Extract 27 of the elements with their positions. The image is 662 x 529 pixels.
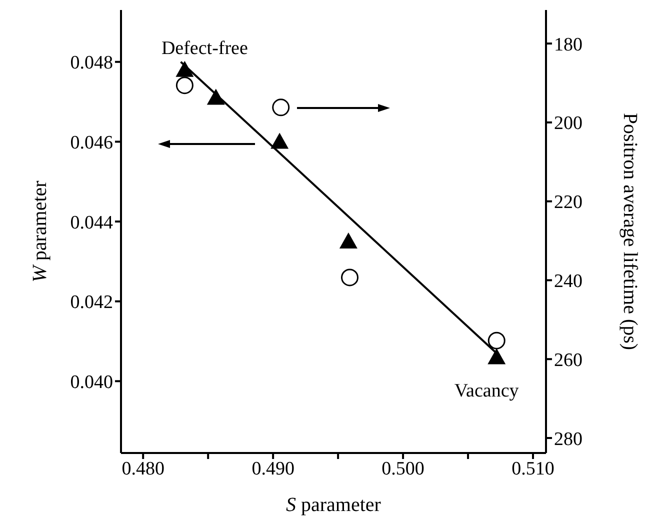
y2-tick-label: 220 bbox=[554, 192, 582, 214]
y-tick-label: 0.048 bbox=[70, 52, 113, 74]
point bbox=[488, 348, 506, 364]
x-tick-label: 0.500 bbox=[382, 458, 424, 480]
x-tick-label: 0.510 bbox=[512, 458, 554, 480]
y2-tick-label: 200 bbox=[554, 113, 582, 134]
y2-tick-label: 240 bbox=[554, 270, 582, 292]
point bbox=[270, 132, 289, 149]
y2-tick-label: 280 bbox=[554, 428, 582, 450]
point bbox=[488, 332, 506, 350]
y2-axis-title: Positron average lifetime (ps) bbox=[619, 112, 641, 350]
x-tick-label: 0.480 bbox=[122, 458, 164, 480]
y-tick-label: 0.042 bbox=[70, 292, 113, 314]
y-axis-title: W parameter bbox=[29, 180, 51, 282]
annotation: Defect-free bbox=[161, 38, 248, 59]
point bbox=[176, 76, 194, 94]
y2-tick-label: 260 bbox=[554, 350, 582, 371]
x-tick-label: 0.490 bbox=[252, 458, 294, 480]
point bbox=[339, 232, 358, 248]
y-tick-label: 0.046 bbox=[70, 132, 113, 154]
y-tick-label: 0.040 bbox=[70, 372, 113, 393]
y-tick-label: 0.044 bbox=[70, 212, 114, 234]
point bbox=[340, 268, 358, 286]
x-axis-title: S parameter bbox=[286, 494, 382, 516]
annotation: Vacancy bbox=[454, 380, 520, 402]
point bbox=[272, 98, 290, 116]
y2-tick-label: 180 bbox=[554, 34, 582, 56]
